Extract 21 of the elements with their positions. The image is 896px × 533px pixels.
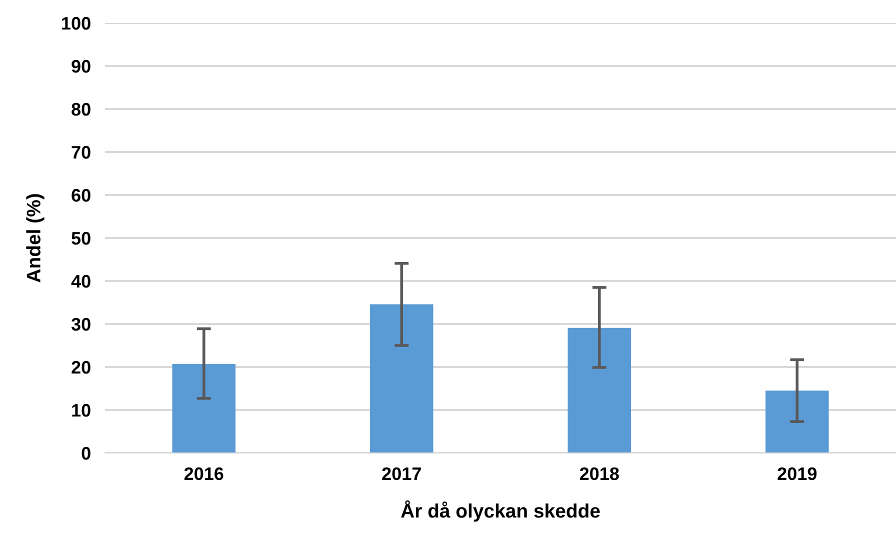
bar (765, 390, 829, 453)
y-tick-label: 40 (71, 274, 90, 288)
x-tick-label: 2018 (580, 467, 619, 480)
y-tick-label: 30 (71, 318, 90, 331)
x-tick-label: 2017 (382, 467, 421, 480)
y-tick-label: 100 (62, 16, 90, 30)
bar (568, 328, 632, 453)
y-tick-label: 10 (72, 404, 90, 417)
y-tick-label: 70 (72, 146, 90, 159)
y-axis-title: Andel (%) (26, 194, 44, 282)
x-tick-label: 2016 (184, 467, 224, 480)
y-tick-label: 90 (72, 60, 90, 73)
x-tick-label: 2019 (778, 467, 817, 480)
y-tick-label: 0 (82, 446, 90, 460)
x-axis-title: År då olyckan skedde (401, 500, 600, 522)
y-tick-label: 80 (72, 102, 90, 116)
y-tick-label: 20 (72, 360, 90, 374)
y-tick-label: 60 (72, 188, 90, 202)
bar (172, 364, 236, 453)
y-tick-label: 50 (72, 232, 90, 245)
bar (370, 304, 434, 453)
